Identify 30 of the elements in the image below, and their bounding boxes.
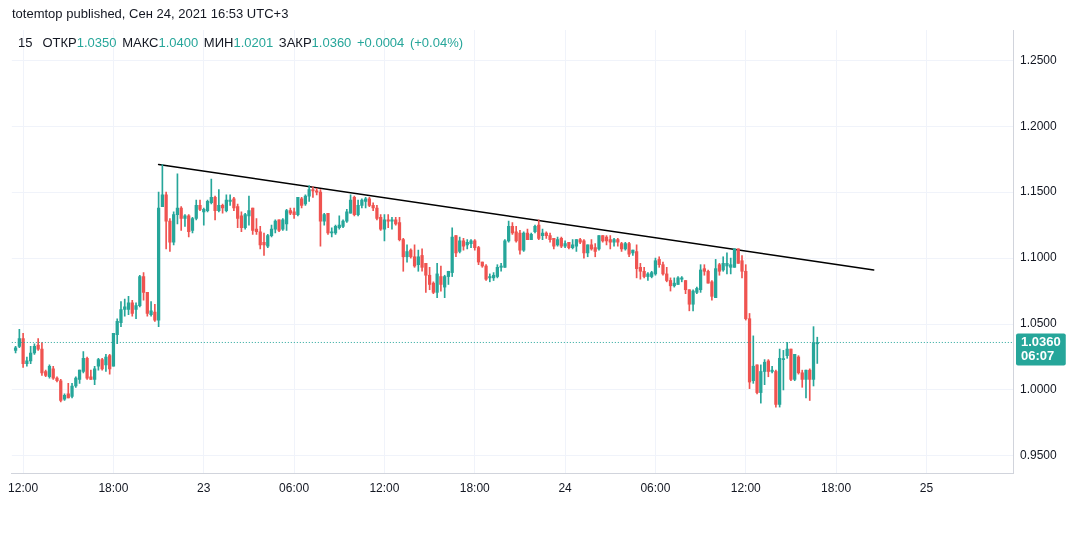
candlestick — [311, 186, 315, 198]
x-tick-label: 25 — [919, 480, 934, 495]
candlestick — [386, 214, 390, 229]
x-tick-label: 12:00 — [369, 480, 400, 495]
y-tick-label: 1.1000 — [1020, 250, 1058, 265]
x-tick-label: 12:00 — [730, 480, 762, 495]
candlestick — [247, 195, 251, 226]
x-tick-label: 12:00 — [8, 480, 39, 495]
ref-line-label: 1.0360 06:07 — [1021, 334, 1061, 364]
candlestick — [390, 216, 394, 230]
y-tick-label: 1.0000 — [1020, 382, 1058, 397]
x-tick-label: 06:00 — [279, 480, 310, 495]
text: totemtop published, Сен 24, 2021 16:53 UTC+3 — [12, 6, 289, 22]
x-tick-label: 18:00 — [821, 480, 852, 495]
y-tick-label: 1.2500 — [1020, 52, 1058, 67]
candlestick — [262, 232, 266, 256]
candlestick — [183, 214, 187, 227]
x-tick-label: 18:00 — [98, 480, 129, 495]
y-tick-label: 1.2000 — [1020, 118, 1058, 133]
candlestick — [330, 227, 334, 238]
y-tick-label: 0.9500 — [1020, 448, 1058, 463]
x-tick-label: 23 — [197, 480, 211, 495]
y-tick-label: 1.0500 — [1020, 316, 1058, 331]
x-tick-label: 18:00 — [459, 480, 491, 495]
x-tick-label: 06:00 — [640, 480, 671, 495]
y-tick-label: 1.1500 — [1020, 184, 1058, 199]
chart-title: 15 — [18, 35, 33, 50]
x-tick-label: 24 — [558, 480, 573, 495]
candlestick — [725, 252, 729, 275]
text: ОТКР1.0350 МАКС1.0400 МИН1.0201 ЗАКР1.0360 +0.0004 (+0.04%) — [42, 35, 464, 50]
